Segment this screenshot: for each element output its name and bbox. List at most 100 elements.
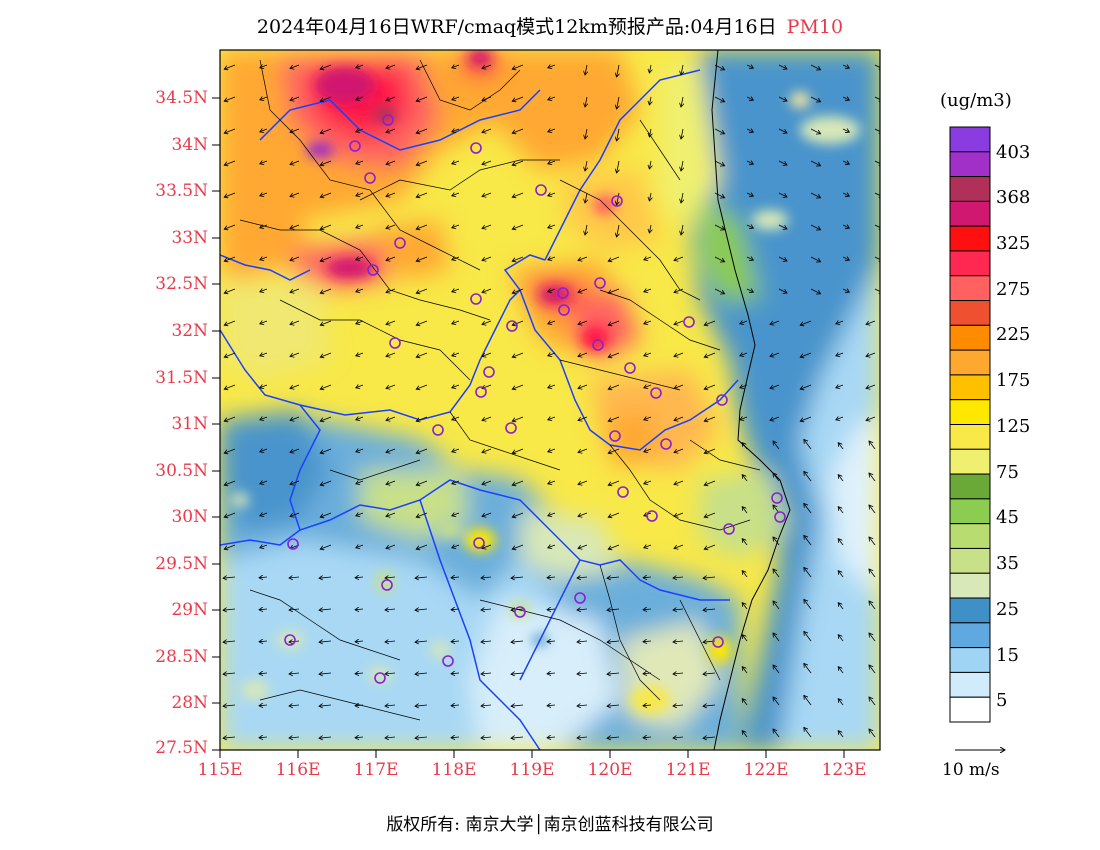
wind-arrow — [511, 737, 524, 738]
wind-arrow — [548, 65, 556, 68]
wind-arrow — [290, 352, 300, 357]
wind-arrow — [260, 193, 268, 196]
province-boundaries — [220, 69, 739, 750]
wind-arrow — [452, 385, 460, 388]
wind-arrow — [224, 128, 236, 133]
wind-arrow — [607, 737, 620, 738]
wind-arrow — [416, 64, 428, 69]
wind-arrow — [452, 513, 460, 516]
wind-arrow — [512, 512, 524, 517]
wind-arrow — [674, 352, 684, 357]
wind-arrow — [585, 160, 587, 171]
wind-arrow — [714, 160, 725, 166]
wind-arrow — [578, 480, 588, 485]
wind-arrow — [356, 545, 364, 548]
colorbar-label: 275 — [996, 279, 1031, 300]
wind-arrow — [742, 731, 748, 738]
wind-arrow — [703, 577, 716, 578]
wind-arrow — [804, 631, 812, 642]
wind-arrow — [289, 577, 300, 578]
wind-arrow — [319, 609, 332, 610]
wind-arrow — [416, 544, 428, 549]
colorbar-label: 368 — [996, 187, 1031, 208]
wind-arrow — [810, 256, 821, 262]
wind-arrow — [577, 705, 588, 706]
wind-arrow — [320, 64, 332, 69]
wind-arrow — [259, 609, 268, 610]
wind-arrow — [260, 481, 268, 484]
city-boundaries — [239, 59, 761, 721]
wind-arrow — [838, 731, 844, 738]
wind-arrow — [415, 577, 428, 578]
lat-label: 34N — [171, 135, 208, 155]
lat-label: 29.5N — [155, 554, 208, 574]
wind-arrow — [512, 352, 524, 357]
wind-arrow — [385, 673, 396, 674]
wind-arrow — [874, 96, 880, 101]
wind-arrow — [416, 352, 428, 357]
colorbar-swatch — [949, 399, 991, 426]
wind-arrow — [416, 192, 428, 197]
wind-arrow — [869, 665, 876, 674]
colorbar-swatch — [949, 597, 991, 624]
wind-arrow — [578, 416, 588, 421]
wind-arrow — [746, 65, 753, 68]
wind-arrow — [643, 641, 652, 642]
wind-arrow — [838, 507, 844, 514]
wind-arrow — [290, 288, 300, 293]
wind-arrow — [681, 64, 683, 75]
lat-label: 32.5N — [155, 274, 208, 294]
colorbar-swatch — [949, 424, 991, 450]
wind-arrow — [356, 193, 364, 196]
wind-arrow — [259, 577, 268, 578]
wind-arrow — [386, 320, 396, 325]
wind-arrow — [770, 384, 780, 389]
wind-arrow — [842, 289, 849, 292]
wind-arrow — [838, 571, 844, 578]
wind-arrow — [548, 289, 556, 292]
lat-label: 27.5N — [155, 738, 208, 758]
wind-arrow — [290, 320, 300, 325]
wind-arrow — [617, 224, 619, 237]
lat-label: 30.5N — [155, 461, 208, 481]
wind-arrow — [778, 160, 787, 165]
wind-arrow — [482, 96, 492, 101]
wind-arrow — [289, 673, 300, 674]
wind-arrow — [452, 353, 460, 356]
wind-arrow — [223, 737, 236, 738]
wind-arrow — [778, 256, 787, 261]
wind-arrow — [836, 417, 844, 420]
colorbar-label: 175 — [996, 370, 1031, 391]
wind-arrow — [512, 128, 524, 133]
wind-arrow — [224, 480, 236, 485]
wind-arrow — [547, 737, 556, 738]
wind-arrow — [644, 353, 652, 356]
wind-arrow — [320, 320, 332, 325]
wind-arrow — [742, 635, 748, 642]
wind-arrow — [681, 160, 683, 171]
wind-arrow — [416, 224, 428, 229]
colorbar-swatch — [949, 275, 991, 302]
axis-ticks — [212, 97, 845, 758]
wind-arrow — [451, 705, 460, 706]
lat-label: 33N — [171, 228, 208, 248]
wind-arrow — [385, 641, 396, 642]
wind-arrow — [704, 384, 716, 389]
wind-arrow — [547, 641, 556, 642]
wind-arrow — [773, 601, 780, 610]
wind-arrow — [548, 545, 556, 548]
wind-arrow — [838, 443, 844, 450]
wind-arrow — [223, 673, 236, 674]
wind-arrow — [704, 320, 716, 325]
wind-arrow — [804, 535, 812, 546]
wind-arrow — [290, 384, 300, 389]
wind-arrow — [386, 448, 396, 453]
wind-arrow — [452, 65, 460, 68]
wind-arrow — [482, 224, 492, 229]
wind-arrow — [386, 160, 396, 165]
wind-arrow — [578, 352, 588, 357]
wind-arrow — [451, 641, 460, 642]
wind-arrow — [838, 699, 844, 706]
wind-arrow — [224, 384, 236, 389]
wind-arrow — [649, 192, 651, 201]
